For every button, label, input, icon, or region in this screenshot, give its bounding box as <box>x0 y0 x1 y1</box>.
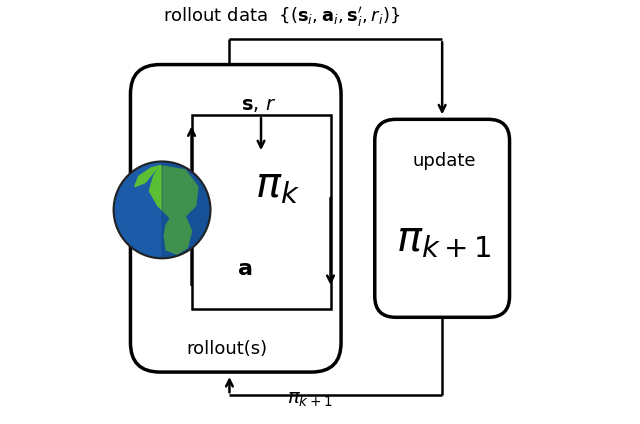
FancyBboxPatch shape <box>131 64 341 372</box>
Text: $\mathbf{a}$: $\mathbf{a}$ <box>237 259 252 279</box>
Wedge shape <box>162 162 211 258</box>
Polygon shape <box>134 166 160 187</box>
Circle shape <box>114 162 211 258</box>
Polygon shape <box>149 166 198 218</box>
Text: $\pi_{k+1}$: $\pi_{k+1}$ <box>396 218 492 260</box>
FancyBboxPatch shape <box>191 115 330 309</box>
Polygon shape <box>164 216 191 254</box>
Text: $\pi_{k+1}$: $\pi_{k+1}$ <box>287 390 332 409</box>
Text: rollout data  $\{(\mathbf{s}_i, \mathbf{a}_i, \mathbf{s}_i', r_i)\}$: rollout data $\{(\mathbf{s}_i, \mathbf{a… <box>163 6 401 30</box>
FancyBboxPatch shape <box>375 119 509 317</box>
Text: rollout(s): rollout(s) <box>187 340 268 358</box>
Text: $\pi_k$: $\pi_k$ <box>255 164 300 206</box>
Text: update: update <box>413 153 476 170</box>
Text: $\mathbf{s},\, r$: $\mathbf{s},\, r$ <box>241 95 277 114</box>
